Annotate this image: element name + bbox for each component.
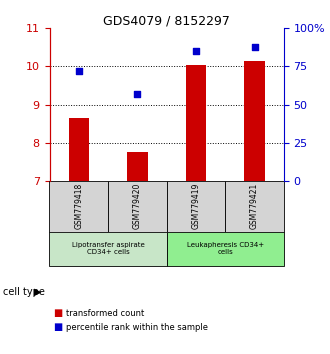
Bar [108,181,167,232]
Text: GSM779419: GSM779419 [191,183,200,229]
Bar [186,64,206,181]
Bar [69,118,89,181]
Text: ■: ■ [53,322,62,332]
Text: GSM779420: GSM779420 [133,183,142,229]
Point [135,91,140,97]
Text: Lipotransfer aspirate
CD34+ cells: Lipotransfer aspirate CD34+ cells [72,242,145,255]
Bar [50,232,167,266]
Bar [50,181,108,232]
Text: transformed count: transformed count [66,309,144,318]
Text: percentile rank within the sample: percentile rank within the sample [66,323,208,332]
Text: cell type: cell type [3,287,45,297]
Bar [244,61,265,181]
Bar [167,181,225,232]
Point [252,44,257,50]
Text: GSM779418: GSM779418 [74,183,83,229]
Bar [167,232,284,266]
Text: GSM779421: GSM779421 [250,183,259,229]
Bar [225,181,284,232]
Title: GDS4079 / 8152297: GDS4079 / 8152297 [103,14,230,27]
Point [193,48,199,54]
Text: ■: ■ [53,308,62,318]
Bar [127,152,148,181]
Text: ▶: ▶ [34,287,42,297]
Text: Leukapheresis CD34+
cells: Leukapheresis CD34+ cells [187,242,264,255]
Point [76,68,82,74]
